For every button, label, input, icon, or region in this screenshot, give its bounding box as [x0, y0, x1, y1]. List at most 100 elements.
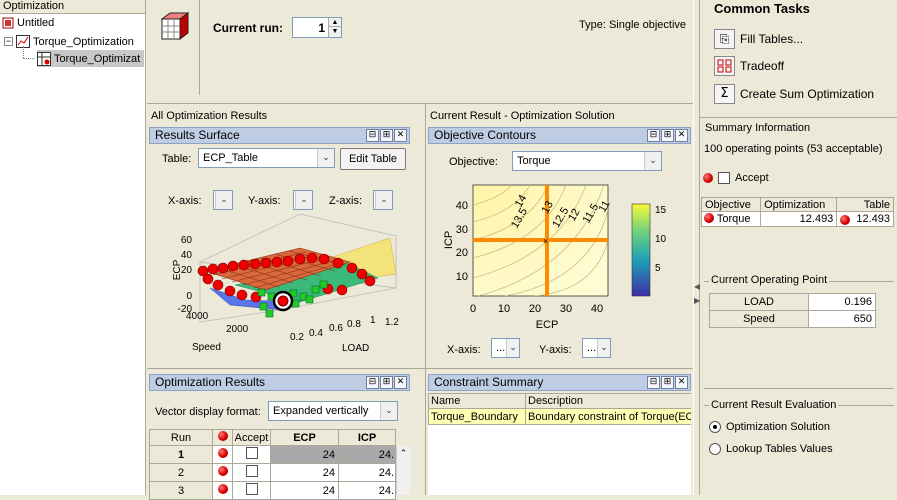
zaxis-select[interactable]: ⌄	[373, 190, 393, 210]
maximize-icon[interactable]: ⊞	[380, 129, 393, 142]
summary-col-optimization[interactable]: Optimization	[760, 197, 838, 212]
spin-down-button[interactable]: ▼	[328, 27, 341, 37]
icp-axis-label: ICP	[443, 231, 455, 249]
summary-col-table[interactable]: Table	[836, 197, 894, 212]
chevron-down-icon[interactable]: ⌄	[506, 339, 519, 357]
contour-label: 13	[539, 199, 556, 216]
collapse-arrow-icon[interactable]: ◀	[694, 282, 701, 291]
vector-format-select[interactable]: Expanded vertically ⌄	[268, 401, 398, 421]
xaxis-select[interactable]: ⌄	[213, 190, 233, 210]
col-status[interactable]	[212, 429, 233, 446]
op-load-value[interactable]: 0.196	[808, 293, 876, 311]
summary-objective: Torque	[716, 213, 751, 225]
maximize-icon[interactable]: ⊞	[661, 129, 674, 142]
results-scrollbar[interactable]: ⌃	[396, 446, 410, 495]
icp-cell[interactable]: 24.	[338, 445, 396, 464]
z-axis-label: ECP	[172, 259, 183, 280]
cube-icon	[158, 11, 190, 46]
icp-cell[interactable]: 24.	[338, 481, 396, 500]
table-row[interactable]: 2 24 24.	[149, 463, 396, 482]
accept-checkbox[interactable]	[718, 172, 730, 184]
undock-icon[interactable]: ⊟	[366, 129, 379, 142]
constraint-col-name[interactable]: Name	[428, 393, 526, 409]
maximize-icon[interactable]: ⊞	[380, 376, 393, 389]
chevron-down-icon[interactable]: ⌄	[295, 191, 312, 209]
table-row[interactable]: 3 24 24.	[149, 481, 396, 500]
scroll-up-icon[interactable]: ⌃	[399, 448, 408, 458]
fill-tables-task[interactable]: ⎘ Fill Tables...	[714, 29, 803, 49]
undock-icon[interactable]: ⊟	[647, 129, 660, 142]
collapse-icon[interactable]: −	[4, 36, 13, 46]
evaluation-title: Current Result Evaluation	[709, 399, 839, 411]
close-icon[interactable]: ✕	[675, 129, 688, 142]
table-select-value: ECP_Table	[203, 152, 259, 164]
constraint-col-description[interactable]: Description	[525, 393, 691, 409]
op-speed-value[interactable]: 650	[808, 310, 876, 328]
results-surface-header: Results Surface ⊟ ⊞ ✕	[149, 127, 410, 144]
table-select[interactable]: ECP_Table ⌄	[198, 148, 335, 168]
icp-cell[interactable]: 24.	[338, 463, 396, 482]
radio-selected[interactable]	[709, 421, 721, 433]
yaxis-select[interactable]: ⌄	[293, 190, 313, 210]
chevron-down-icon[interactable]: ⌄	[215, 191, 232, 209]
vector-format-label: Vector display format:	[155, 406, 261, 418]
accept-row[interactable]: Accept	[703, 172, 769, 184]
ecp-tick: 10	[498, 303, 510, 315]
tree-child[interactable]: − Torque_Optimization	[4, 35, 134, 48]
tradeoff-icon	[714, 56, 735, 76]
ecp-cell[interactable]: 24	[270, 445, 339, 464]
row-accept-checkbox[interactable]	[245, 483, 258, 495]
operating-point-table: LOAD 0.196 Speed 650	[709, 293, 876, 328]
undock-icon[interactable]: ⊟	[647, 376, 660, 389]
undock-icon[interactable]: ⊟	[366, 376, 379, 389]
objective-contours-plot[interactable]: × 14 13.5 13 12.5 12 11.5 11 40 30 20 10…	[428, 175, 692, 335]
create-sum-task[interactable]: Σ Create Sum Optimization	[714, 84, 874, 104]
current-run-spinner[interactable]: 1 ▲ ▼	[292, 17, 342, 38]
close-icon[interactable]: ✕	[394, 376, 407, 389]
row-accept-checkbox[interactable]	[245, 465, 258, 477]
chevron-down-icon[interactable]: ⌄	[380, 402, 397, 420]
summary-col-objective[interactable]: Objective	[700, 197, 762, 212]
chevron-down-icon[interactable]: ⌄	[644, 152, 661, 170]
tree-leaf-label: Torque_Optimizat	[54, 52, 141, 65]
eval-option-lookup[interactable]: Lookup Tables Values	[709, 443, 833, 455]
col-icp[interactable]: ICP	[338, 429, 396, 446]
col-run[interactable]: Run	[149, 429, 213, 446]
icp-tick: 40	[456, 200, 468, 212]
z-tick: -20	[178, 304, 193, 315]
col-accept[interactable]: Accept	[232, 429, 271, 446]
chevron-down-icon[interactable]: ⌄	[317, 149, 334, 167]
constraint-summary-header: Constraint Summary ⊟ ⊞ ✕	[428, 374, 691, 391]
ecp-cell[interactable]: 24	[270, 481, 339, 500]
contour-label: 12	[566, 207, 583, 224]
table-row[interactable]: Torque_Boundary Boundary constraint of T…	[428, 408, 691, 425]
colorbar-tick: 15	[655, 205, 667, 216]
table-row[interactable]: 1 24 24.	[149, 445, 396, 464]
col-ecp[interactable]: ECP	[270, 429, 339, 446]
expand-arrow-icon[interactable]: ▶	[694, 296, 701, 305]
z-tick: 20	[181, 265, 193, 276]
radio-unselected[interactable]	[709, 443, 721, 455]
objective-select[interactable]: Torque ⌄	[512, 151, 662, 171]
chevron-down-icon[interactable]: ⌄	[597, 339, 610, 357]
chevron-down-icon[interactable]: ⌄	[375, 191, 392, 209]
tradeoff-task[interactable]: Tradeoff	[714, 56, 784, 76]
current-run-value[interactable]: 1	[318, 21, 325, 35]
ecp-cell[interactable]: 24	[270, 463, 339, 482]
tree-root[interactable]: Untitled	[2, 17, 54, 29]
eval-option-solution[interactable]: Optimization Solution	[709, 421, 830, 433]
maximize-icon[interactable]: ⊞	[661, 376, 674, 389]
row-accept-checkbox[interactable]	[245, 447, 258, 459]
summary-row[interactable]: Torque 12.493 12.493	[700, 211, 894, 227]
contour-xaxis-select[interactable]: ... ⌄	[491, 338, 520, 358]
tree-leaf[interactable]: Torque_Optimizat	[37, 50, 145, 67]
contour-yaxis-select[interactable]: ... ⌄	[582, 338, 611, 358]
load-tick: 0.2	[290, 332, 304, 343]
icp-tick: 20	[456, 247, 468, 259]
colorbar	[631, 203, 651, 297]
spin-up-button[interactable]: ▲	[328, 18, 341, 27]
edit-table-button[interactable]: Edit Table	[340, 148, 406, 170]
close-icon[interactable]: ✕	[675, 376, 688, 389]
results-surface-plot[interactable]: 60 40 20 0 -20 ECP 4000 2000 Speed 0.2 0…	[150, 214, 423, 366]
close-icon[interactable]: ✕	[394, 129, 407, 142]
